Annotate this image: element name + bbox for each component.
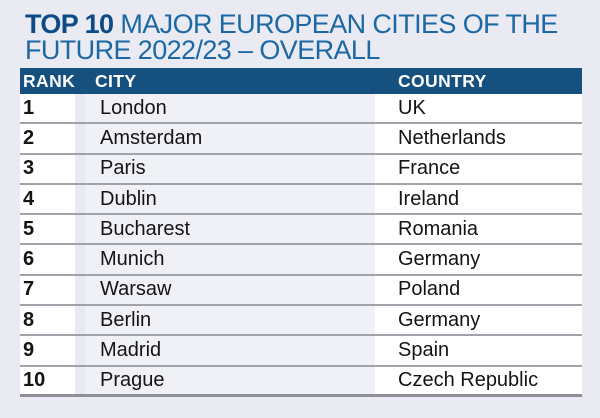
country-cell: Czech Republic bbox=[375, 366, 582, 394]
rank-cell: 9 bbox=[20, 336, 75, 365]
city-cell: London bbox=[85, 94, 375, 123]
table-row: 1 London UK bbox=[20, 94, 582, 125]
rank-cell: 2 bbox=[20, 124, 75, 153]
column-gap bbox=[75, 155, 85, 183]
rank-cell: 4 bbox=[20, 184, 75, 214]
rank-cell: 1 bbox=[20, 94, 75, 123]
column-gap bbox=[75, 367, 85, 394]
table-row: 8 Berlin Germany bbox=[20, 306, 582, 337]
table-row: 2 Amsterdam Netherlands bbox=[20, 124, 582, 155]
column-gap bbox=[75, 185, 85, 213]
title-highlight: TOP 10 bbox=[25, 9, 114, 39]
table-row: 7 Warsaw Poland bbox=[20, 275, 582, 307]
city-cell: Warsaw bbox=[85, 275, 375, 305]
country-cell: Romania bbox=[375, 215, 582, 244]
rank-cell: 6 bbox=[20, 245, 75, 274]
column-gap bbox=[75, 124, 85, 152]
ranking-table: RANK CITY COUNTRY 1 London UK 2 Amsterda… bbox=[20, 68, 582, 397]
column-header-city: CITY bbox=[95, 70, 137, 91]
column-gap bbox=[75, 276, 85, 304]
rank-cell: 5 bbox=[20, 215, 75, 244]
table-row: 10 Prague Czech Republic bbox=[20, 366, 582, 397]
column-gap bbox=[75, 336, 85, 364]
column-gap bbox=[75, 245, 85, 273]
city-cell: Paris bbox=[85, 154, 375, 183]
table-row: 3 Paris France bbox=[20, 154, 582, 185]
page-title: TOP 10 MAJOR EUROPEAN CITIES OF THE FUTU… bbox=[0, 0, 600, 65]
title-line-1-rest: MAJOR EUROPEAN CITIES OF THE bbox=[113, 9, 558, 39]
city-cell: Dublin bbox=[85, 184, 375, 214]
table-row: 6 Munich Germany bbox=[20, 245, 582, 276]
country-cell: Germany bbox=[375, 245, 582, 274]
city-cell: Amsterdam bbox=[85, 124, 375, 153]
city-cell: Berlin bbox=[85, 306, 375, 335]
country-cell: Ireland bbox=[375, 184, 582, 214]
title-line-1: TOP 10 MAJOR EUROPEAN CITIES OF THE bbox=[25, 9, 580, 39]
rank-cell: 8 bbox=[20, 306, 75, 335]
country-cell: UK bbox=[375, 94, 582, 123]
rank-cell: 7 bbox=[20, 275, 75, 305]
table-row: 9 Madrid Spain bbox=[20, 336, 582, 367]
table-row: 5 Bucharest Romania bbox=[20, 215, 582, 246]
column-header-country: COUNTRY bbox=[398, 70, 487, 91]
country-cell: Poland bbox=[375, 275, 582, 305]
city-cell: Bucharest bbox=[85, 215, 375, 244]
country-cell: Spain bbox=[375, 336, 582, 365]
table-row: 4 Dublin Ireland bbox=[20, 184, 582, 216]
column-gap bbox=[75, 94, 85, 122]
column-gap bbox=[75, 215, 85, 243]
city-cell: Madrid bbox=[85, 336, 375, 365]
country-cell: Netherlands bbox=[375, 124, 582, 153]
table-header-row: RANK CITY COUNTRY bbox=[20, 68, 582, 94]
rank-cell: 10 bbox=[20, 366, 75, 394]
column-gap bbox=[75, 306, 85, 334]
column-header-rank: RANK bbox=[23, 70, 76, 91]
country-cell: France bbox=[375, 154, 582, 183]
rank-cell: 3 bbox=[20, 154, 75, 183]
city-cell: Munich bbox=[85, 245, 375, 274]
title-line-2: FUTURE 2022/23 – OVERALL bbox=[25, 35, 380, 65]
country-cell: Germany bbox=[375, 306, 582, 335]
city-cell: Prague bbox=[85, 366, 375, 394]
